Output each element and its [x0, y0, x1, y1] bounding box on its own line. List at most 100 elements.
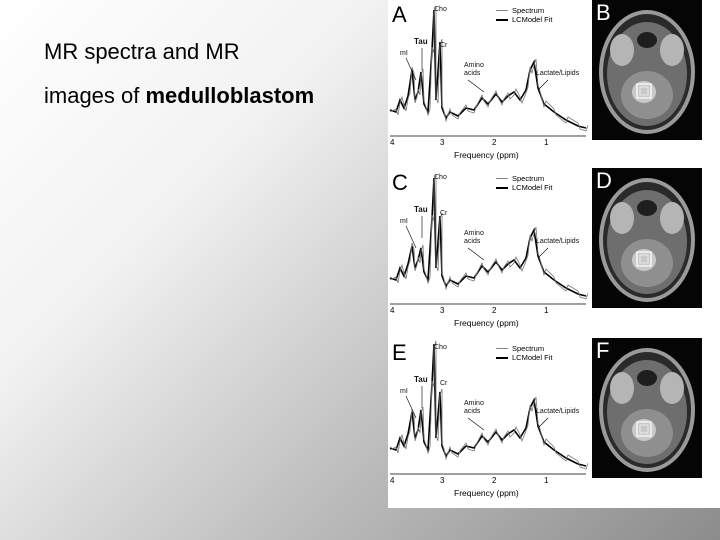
tau-label: Tau: [414, 37, 428, 46]
voxel-box-inner: [639, 254, 649, 264]
lactate-lipids-label: Lactate/Lipids: [536, 70, 580, 77]
amino-acids-label: Amino acids: [464, 400, 484, 415]
amino-acids-label: Amino acids: [464, 230, 484, 245]
tau-label: Tau: [414, 205, 428, 214]
spectrum-panel: A Cho Cr Tau mI Amino acids Lactate/Lipi…: [388, 0, 589, 170]
tick-label: 4: [390, 306, 395, 315]
tick-label: 3: [440, 306, 445, 315]
legend-spectrum-label: Spectrum: [512, 6, 545, 15]
legend-item-spectrum: Spectrum: [496, 344, 552, 353]
mri-axial-brain-image: [599, 10, 695, 134]
temporal-lobe-left: [610, 372, 634, 404]
lactate-lipids-label: Lactate/Lipids: [536, 238, 580, 245]
spectrum-panel: E Cho Cr Tau mI Amino acids Lactate/Lipi…: [388, 338, 589, 508]
tick-label: 1: [544, 306, 549, 315]
mri-axial-brain-image: [599, 178, 695, 302]
tau-label: Tau: [414, 375, 428, 384]
tick-label: 2: [492, 306, 497, 315]
slide-title: MR spectra and MR images of medulloblast…: [44, 30, 384, 110]
fit-swatch: [496, 186, 508, 189]
lcmodel-fit-line: [389, 177, 587, 297]
legend-spectrum-label: Spectrum: [512, 344, 545, 353]
lactate-callout: [537, 247, 549, 259]
mi-callout: [405, 57, 417, 81]
voxel-box: [636, 251, 652, 267]
tick-label: 4: [390, 138, 395, 147]
title-line-1: MR spectra and MR: [44, 39, 240, 64]
legend-fit-label: LCModel Fit: [512, 183, 553, 192]
figure-row-1: A Cho Cr Tau mI Amino acids Lactate/Lipi…: [388, 0, 720, 170]
spectrum-panel-letter: E: [392, 340, 407, 365]
midbrain: [637, 370, 657, 386]
mi-label: mI: [400, 218, 408, 225]
amino-callout: [467, 79, 485, 93]
spectrum-swatch: [496, 10, 508, 11]
x-axis-ticks: 4 3 2 1: [388, 306, 588, 318]
cr-label: Cr: [440, 42, 448, 49]
x-axis-label: Frequency (ppm): [454, 318, 519, 328]
legend-item-fit: LCModel Fit: [496, 183, 552, 192]
tick-label: 3: [440, 476, 445, 485]
x-axis-ticks: 4 3 2 1: [388, 476, 588, 488]
spectrum-panel-letter: A: [392, 2, 407, 27]
mri-panel-letter: D: [596, 168, 612, 193]
mri-panel-letter: F: [596, 338, 610, 363]
cr-label: Cr: [440, 380, 448, 387]
spectrum-legend: Spectrum LCModel Fit: [496, 174, 552, 192]
spectrum-swatch: [496, 178, 508, 179]
mri-image: F: [592, 338, 702, 478]
voxel-box: [636, 421, 652, 437]
spectrum-line: [389, 174, 589, 300]
amino-acids-label: Amino acids: [464, 62, 484, 77]
lactate-callout: [537, 417, 549, 429]
lcmodel-fit-line: [389, 9, 587, 129]
legend-item-spectrum: Spectrum: [496, 6, 552, 15]
spectrum-line: [389, 6, 589, 132]
mi-callout: [405, 395, 417, 419]
lcmodel-fit-line: [389, 343, 587, 467]
fit-swatch: [496, 356, 508, 359]
legend-item-fit: LCModel Fit: [496, 15, 552, 24]
spectrum-plot: [389, 6, 589, 137]
voxel-box-inner: [639, 424, 649, 434]
midbrain: [637, 32, 657, 48]
spectrum-legend: Spectrum LCModel Fit: [496, 344, 552, 362]
x-axis-label: Frequency (ppm): [454, 150, 519, 160]
fit-swatch: [496, 18, 508, 21]
temporal-lobe-left: [610, 202, 634, 234]
cho-label: Cho: [434, 344, 447, 351]
legend-fit-label: LCModel Fit: [512, 353, 553, 362]
mri-panel-letter: B: [596, 0, 611, 25]
tick-label: 1: [544, 476, 549, 485]
spectrum-swatch: [496, 348, 508, 349]
mr-figure: A Cho Cr Tau mI Amino acids Lactate/Lipi…: [388, 0, 720, 508]
tick-label: 4: [390, 476, 395, 485]
spectrum-panel: C Cho Cr Tau mI Amino acids Lactate/Lipi…: [388, 168, 589, 338]
voxel-box-inner: [639, 86, 649, 96]
tick-label: 1: [544, 138, 549, 147]
tick-label: 2: [492, 138, 497, 147]
title-line-2: images of medulloblastom: [44, 74, 384, 110]
figure-row-3: E Cho Cr Tau mI Amino acids Lactate/Lipi…: [388, 338, 720, 508]
mi-label: mI: [400, 50, 408, 57]
lactate-lipids-label: Lactate/Lipids: [536, 408, 580, 415]
tick-label: 3: [440, 138, 445, 147]
mri-image: B: [592, 0, 702, 140]
cho-label: Cho: [434, 174, 447, 181]
temporal-lobe-right: [660, 34, 684, 66]
voxel-box: [636, 83, 652, 99]
spectrum-legend: Spectrum LCModel Fit: [496, 6, 552, 24]
mi-callout: [405, 225, 417, 249]
mri-image: D: [592, 168, 702, 308]
temporal-lobe-left: [610, 34, 634, 66]
title-line-2-prefix: images of: [44, 83, 146, 108]
cho-label: Cho: [434, 6, 447, 13]
temporal-lobe-right: [660, 372, 684, 404]
midbrain: [637, 200, 657, 216]
mi-label: mI: [400, 388, 408, 395]
legend-item-spectrum: Spectrum: [496, 174, 552, 183]
amino-callout: [467, 417, 485, 431]
x-axis-ticks: 4 3 2 1: [388, 138, 588, 150]
spectrum-plot: [389, 340, 589, 475]
spectrum-line: [389, 340, 589, 470]
